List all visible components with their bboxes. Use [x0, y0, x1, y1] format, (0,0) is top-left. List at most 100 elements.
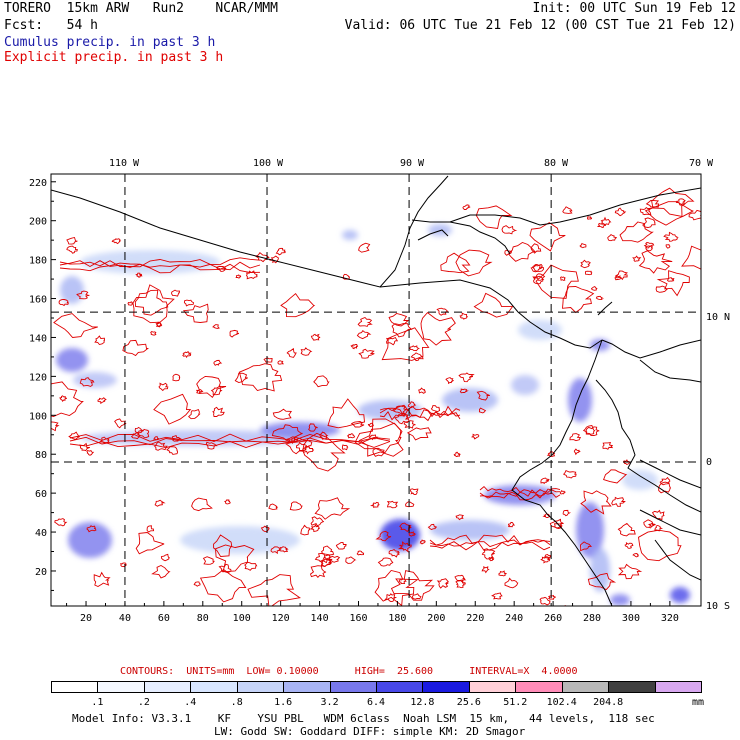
latitude-label: 10 S — [706, 601, 730, 612]
contour-loop — [277, 360, 285, 365]
contour-loop — [346, 433, 356, 439]
contour-loop — [580, 490, 612, 515]
contour-loop — [79, 377, 95, 387]
contour-loop — [436, 307, 449, 316]
x-tick-label: 20 — [80, 613, 92, 624]
contour-loop — [481, 566, 490, 574]
contour-loop — [542, 513, 551, 519]
legend-color-swatch — [329, 681, 377, 693]
contour-loop — [562, 206, 573, 214]
contour-loop — [153, 393, 192, 425]
contour-band — [479, 491, 561, 501]
contour-loop — [643, 519, 656, 529]
contour-loop — [122, 339, 150, 357]
contour-band — [69, 433, 391, 443]
contour-loop — [275, 247, 286, 256]
contour-loop — [652, 509, 665, 521]
contour-loop — [193, 581, 201, 587]
contour-loop — [427, 523, 437, 531]
contour-loop — [617, 563, 643, 580]
contour-loop — [202, 556, 215, 565]
legend-color-swatch — [376, 681, 424, 693]
contour-loop — [319, 431, 329, 440]
contour-loop — [455, 249, 493, 277]
contour-loop — [212, 324, 220, 329]
contour-loop — [504, 577, 519, 589]
x-tick-label: 220 — [466, 613, 484, 624]
forecast-hour: Fcst: 54 h — [4, 18, 98, 33]
longitude-label: 90 W — [400, 158, 425, 169]
contour-loop — [166, 446, 179, 455]
legend-tick-label: 51.2 — [503, 697, 528, 708]
contour-loop — [183, 299, 195, 307]
run-title: TORERO 15km ARW Run2 NCAR/MMM — [4, 1, 278, 16]
contour-loop — [647, 522, 655, 527]
x-tick-label: 100 — [233, 613, 251, 624]
contour-loop — [286, 347, 297, 358]
contour-loop — [455, 514, 465, 521]
contour-loop — [584, 270, 593, 276]
explicit-precip-contours — [51, 187, 701, 606]
contour-loop — [310, 516, 324, 527]
x-tick-label: 280 — [583, 613, 601, 624]
legend-color-swatch — [654, 681, 702, 693]
contour-loop — [356, 330, 372, 340]
contour-loop — [350, 344, 359, 350]
contour-loop — [358, 422, 404, 457]
contour-loop — [585, 426, 600, 437]
contour-loop — [383, 593, 398, 602]
contour-band — [379, 404, 461, 416]
contour-loop — [410, 488, 419, 496]
contour-loop — [132, 284, 175, 324]
contour-loop — [530, 264, 542, 273]
contour-loop — [617, 522, 636, 537]
contour-loop — [408, 531, 416, 537]
contour-loop — [391, 323, 413, 338]
contour-loop — [595, 295, 605, 300]
legend-tick-label: .2 — [137, 697, 150, 708]
legend-color-swatch — [468, 681, 517, 693]
legend-color-swatch — [422, 681, 470, 693]
contour-loop — [659, 476, 671, 486]
y-tick-label: 140 — [29, 333, 47, 344]
contour-loop — [397, 541, 412, 553]
contour-loop — [59, 395, 68, 402]
contour-loop — [300, 524, 311, 536]
y-tick-label: 220 — [29, 178, 47, 189]
longitude-label: 80 W — [544, 158, 569, 169]
contour-loop — [372, 447, 385, 457]
contour-loop — [596, 222, 607, 228]
legend-color-swatch — [561, 681, 610, 693]
y-tick-label: 200 — [29, 217, 47, 228]
y-tick-label: 120 — [29, 372, 47, 383]
y-tick-label: 180 — [29, 256, 47, 267]
contour-loop — [341, 444, 349, 451]
contour-loop — [328, 555, 341, 563]
contour-loop — [562, 286, 595, 314]
contour-loop — [473, 292, 514, 318]
contour-loop — [544, 553, 552, 560]
contour-loop — [358, 348, 375, 359]
contour-loop — [191, 497, 213, 512]
contour-info: CONTOURS: UNITS=mm LOW= 0.10000 HIGH= 25… — [120, 666, 578, 677]
contour-loop — [394, 413, 410, 425]
contour-loop — [481, 548, 496, 560]
contour-loop — [263, 357, 273, 363]
latitude-label: 10 N — [706, 312, 730, 323]
contour-loop — [321, 545, 335, 556]
contour-loop — [350, 421, 365, 428]
contour-loop — [309, 524, 320, 533]
contour-loop — [188, 409, 201, 420]
contour-loop — [445, 377, 454, 385]
contour-loop — [458, 372, 475, 383]
coastlines — [51, 175, 701, 606]
contour-loop — [314, 552, 331, 564]
contour-loop — [300, 347, 313, 356]
legend-tick-label: 6.4 — [366, 697, 386, 708]
contour-loop — [573, 448, 581, 456]
x-tick-label: 320 — [661, 613, 679, 624]
contour-loop — [540, 477, 550, 485]
contour-loop — [643, 242, 655, 249]
contour-loop — [146, 525, 155, 533]
latitude-label: 0 — [706, 457, 712, 468]
